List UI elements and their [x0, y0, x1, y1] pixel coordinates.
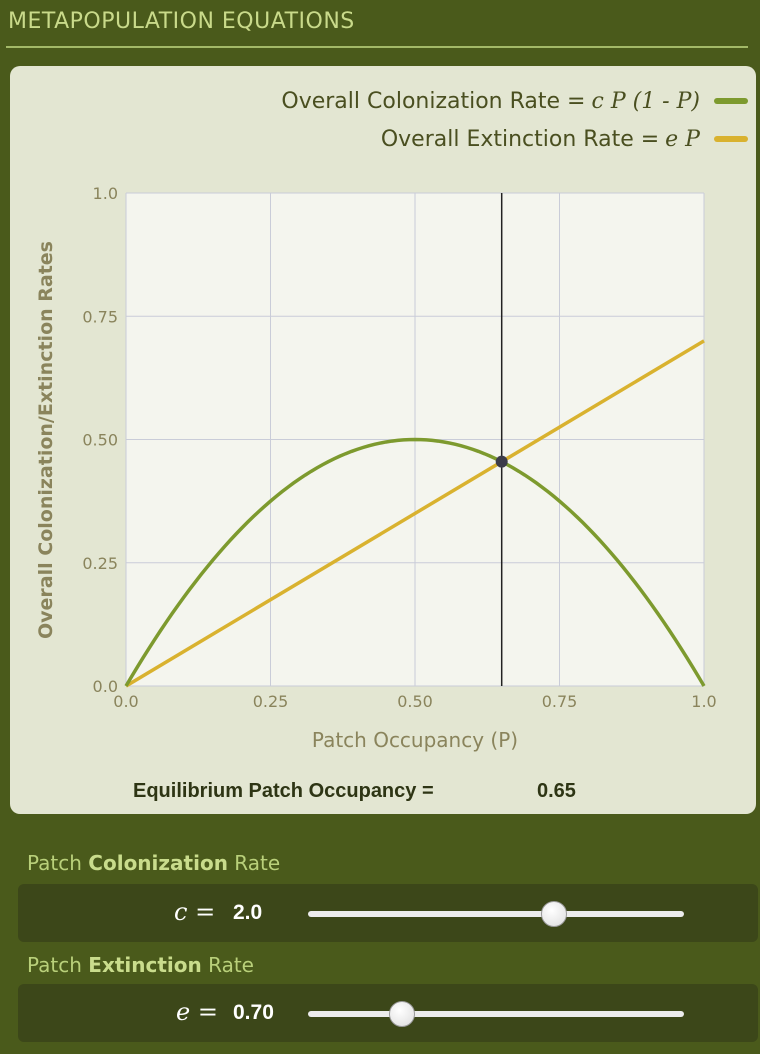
extinction-symbol-letter: e — [176, 998, 191, 1026]
header-divider — [6, 46, 748, 48]
x-tick-label: 1.0 — [691, 692, 716, 711]
x-tick-label: 0.75 — [542, 692, 578, 711]
equilibrium-point — [495, 455, 508, 468]
x-tick-label: 0.50 — [397, 692, 433, 711]
equilibrium-readout: Equilibrium Patch Occupancy = 0.65 — [0, 778, 760, 808]
y-tick-label: 1.0 — [93, 184, 118, 203]
legend-colonization-formula: c P (1 - P) — [591, 88, 701, 114]
extinction-caption-prefix: Patch — [27, 953, 89, 977]
colonization-caption: Patch Colonization Rate — [27, 851, 280, 875]
y-axis-label: Overall Colonization/Extinction Rates — [35, 241, 57, 639]
colonization-slider-track[interactable] — [308, 901, 684, 927]
legend-colonization: Overall Colonization Rate = c P (1 - P) — [281, 86, 748, 116]
extinction-caption-suffix: Rate — [201, 953, 254, 977]
y-tick-label: 0.25 — [82, 554, 118, 573]
x-tick-label: 0.25 — [253, 692, 289, 711]
x-axis-label: Patch Occupancy (P) — [312, 728, 518, 752]
colonization-slider-thumb[interactable] — [541, 901, 568, 927]
extinction-caption: Patch Extinction Rate — [27, 953, 254, 977]
equilibrium-value: 0.65 — [537, 780, 576, 802]
legend-extinction-formula: e P — [665, 126, 700, 152]
extinction-slider-thumb[interactable] — [389, 1001, 415, 1027]
page-title: METAPOPULATION EQUATIONS — [8, 9, 355, 34]
extinction-equals: = — [197, 998, 218, 1026]
legend-colonization-swatch — [714, 98, 748, 104]
y-tick-label: 0.0 — [93, 677, 118, 696]
extinction-slider-row: e = 0.70 — [18, 984, 758, 1042]
extinction-slider-track[interactable] — [308, 1001, 684, 1027]
legend-extinction-label: Overall Extinction Rate = — [380, 126, 660, 152]
colonization-caption-suffix: Rate — [227, 851, 281, 875]
colonization-symbol-letter: c — [174, 898, 188, 926]
chart: 0.00.0 0.25 0.25 0.50 0.50 0.75 0.75 1.0 1.0 Pat… — [35, 184, 717, 752]
colonization-value: 2.0 — [233, 901, 263, 924]
extinction-symbol: e = — [176, 998, 218, 1026]
colonization-slider-row: c = 2.0 — [18, 884, 758, 942]
y-tick-label: 0.75 — [82, 307, 118, 326]
series-line-colonization — [124, 437, 706, 687]
legend-extinction: Overall Extinction Rate = e P — [381, 124, 748, 154]
colonization-caption-prefix: Patch — [27, 851, 89, 875]
colonization-equals: = — [195, 898, 216, 926]
header: METAPOPULATION EQUATIONS — [0, 0, 760, 48]
x-tick-label: 0.0 — [113, 692, 138, 711]
legend-extinction-swatch — [714, 136, 748, 142]
colonization-symbol: c = — [174, 898, 215, 926]
equilibrium-label: Equilibrium Patch Occupancy = — [133, 780, 434, 802]
y-tick-label: 0.50 — [82, 431, 118, 450]
axis-ticks: 0.00.0 0.25 0.25 0.50 0.50 0.75 0.75 1.0 1.0 — [82, 184, 716, 711]
extinction-value: 0.70 — [233, 1001, 274, 1024]
colonization-caption-bold: Colonization — [88, 851, 228, 875]
legend-colonization-label: Overall Colonization Rate = — [281, 88, 586, 114]
extinction-caption-bold: Extinction — [88, 953, 202, 977]
series-line-extinction — [125, 339, 705, 688]
